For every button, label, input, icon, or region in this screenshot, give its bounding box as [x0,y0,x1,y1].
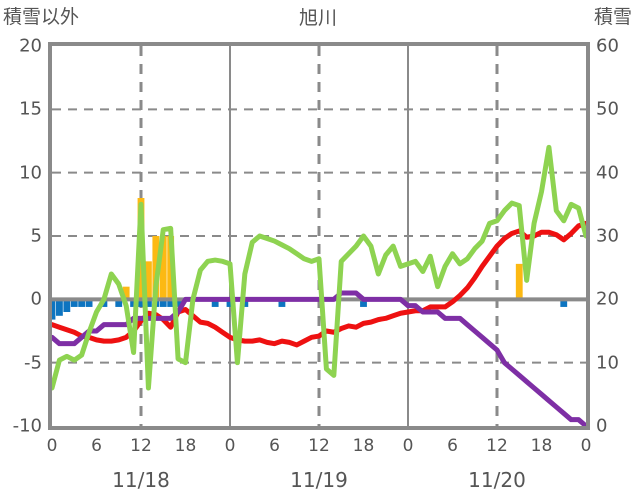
x-axis-tick-label: 18 [530,436,553,456]
bar-降水量 [122,286,130,300]
left-axis-tick-label: 0 [30,288,42,310]
x-axis-tick-label: 6 [269,436,280,456]
left-axis-title: 積雪以外 [3,6,80,28]
right-axis-tick-label: 30 [596,225,619,247]
x-axis-tick-label: 0 [224,436,236,456]
right-axis-tick-label: 50 [596,98,619,120]
bar-降雪 [137,299,145,307]
x-axis-tick-label: 12 [486,436,508,456]
right-axis-tick-label: 40 [596,162,619,184]
left-axis-tick-label: 15 [19,98,42,120]
bar-降雪 [70,299,78,307]
bar-降水量 [515,263,523,300]
left-axis-tick-label: 10 [19,162,42,184]
bar-降雪 [63,299,71,312]
x-axis-day-label: 11/20 [468,468,526,492]
bar-降雪 [174,299,182,307]
x-axis-tick-label: 0 [402,436,414,456]
left-axis-tick-label: -5 [24,352,42,374]
plot-inner [52,46,586,426]
chart-canvas [52,46,586,426]
bar-降雪 [560,299,568,307]
series-line-風速 [52,144,586,391]
right-axis-tick-label: 0 [596,415,608,437]
left-axis-tick-label: 20 [19,35,42,57]
bar-降雪 [52,299,56,320]
x-axis-tick-label: 6 [447,436,458,456]
right-axis-tick-label: 10 [596,352,619,374]
x-axis-tick-label: 0 [580,436,592,456]
chart-title: 旭川 [298,7,337,29]
right-axis-title: 積雪 [593,6,632,28]
left-axis-tick-label: -10 [12,415,42,437]
right-axis-tick-label: 60 [596,35,619,57]
bar-降雪 [211,299,219,307]
x-axis-tick-label: 18 [352,436,375,456]
bar-降雪 [145,299,152,307]
bar-降雪 [85,299,93,307]
x-axis-tick-label: 18 [174,436,197,456]
bar-降水量 [159,236,167,300]
right-axis-tick-label: 20 [596,288,619,310]
x-axis-tick-label: 0 [46,436,58,456]
bar-降雪 [278,299,286,307]
bar-降雪 [167,299,175,307]
series-line-積雪深 [52,290,586,426]
x-axis-tick-label: 12 [130,436,152,456]
x-axis-tick-label: 12 [308,436,330,456]
bar-降水量 [145,261,152,300]
x-axis-day-label: 11/18 [112,468,170,492]
bar-降雪 [226,299,234,307]
bar-降雪 [360,299,367,307]
series-line-気温 [52,220,586,348]
bar-降雪 [159,299,167,307]
x-axis-day-label: 11/19 [290,468,348,492]
bar-降雪 [78,299,86,307]
bar-降雪 [56,299,63,316]
x-axis-tick-label: 6 [91,436,102,456]
plot-area [48,42,590,430]
bar-降雪 [115,299,123,307]
left-axis-tick-label: 5 [30,225,42,247]
